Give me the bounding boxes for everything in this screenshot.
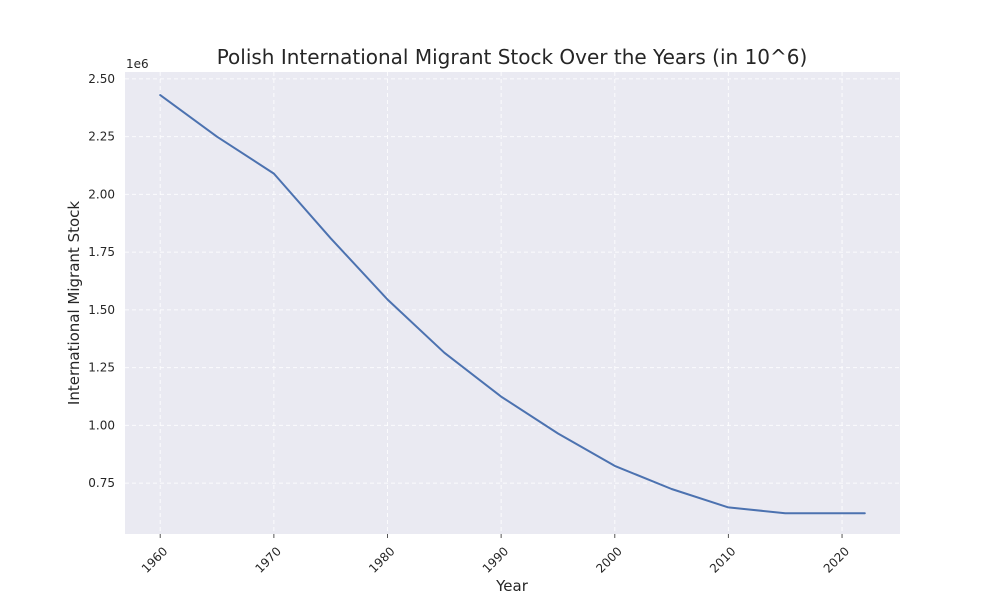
y-tick-label: 1.50	[88, 303, 115, 317]
y-axis-ticks: 0.75 1.00 1.25 1.50 1.75 2.00 2.25 2.50	[88, 72, 115, 490]
x-tick-label: 2010	[707, 544, 738, 575]
y-tick-label: 2.25	[88, 130, 115, 144]
y-tick-label: 2.50	[88, 72, 115, 86]
x-axis-ticks: 1960 1970 1980 1990 2000 2010 2020	[139, 534, 852, 576]
y-tick-label: 1.25	[88, 361, 115, 375]
y-tick-label: 1.00	[88, 418, 115, 432]
x-axis-label: Year	[495, 577, 529, 595]
series-layer	[159, 94, 866, 515]
y-axis-label: International Migrant Stock	[65, 201, 83, 405]
x-tick-label: 2020	[821, 544, 852, 575]
y-tick-label: 2.00	[88, 187, 115, 201]
y-offset-label: 1e6	[126, 57, 149, 71]
x-tick-label: 2000	[593, 544, 624, 575]
y-tick-label: 0.75	[88, 476, 115, 490]
x-grid	[159, 72, 843, 534]
series-line	[159, 94, 866, 515]
x-tick-label: 1960	[139, 544, 170, 575]
x-tick-label: 1970	[252, 544, 283, 575]
x-tick-label: 1980	[366, 544, 397, 575]
plot-area	[125, 72, 900, 534]
y-tick-label: 1.75	[88, 245, 115, 259]
chart-title: Polish International Migrant Stock Over …	[217, 45, 808, 69]
y-grid	[125, 78, 900, 484]
x-tick-label: 1990	[480, 544, 511, 575]
